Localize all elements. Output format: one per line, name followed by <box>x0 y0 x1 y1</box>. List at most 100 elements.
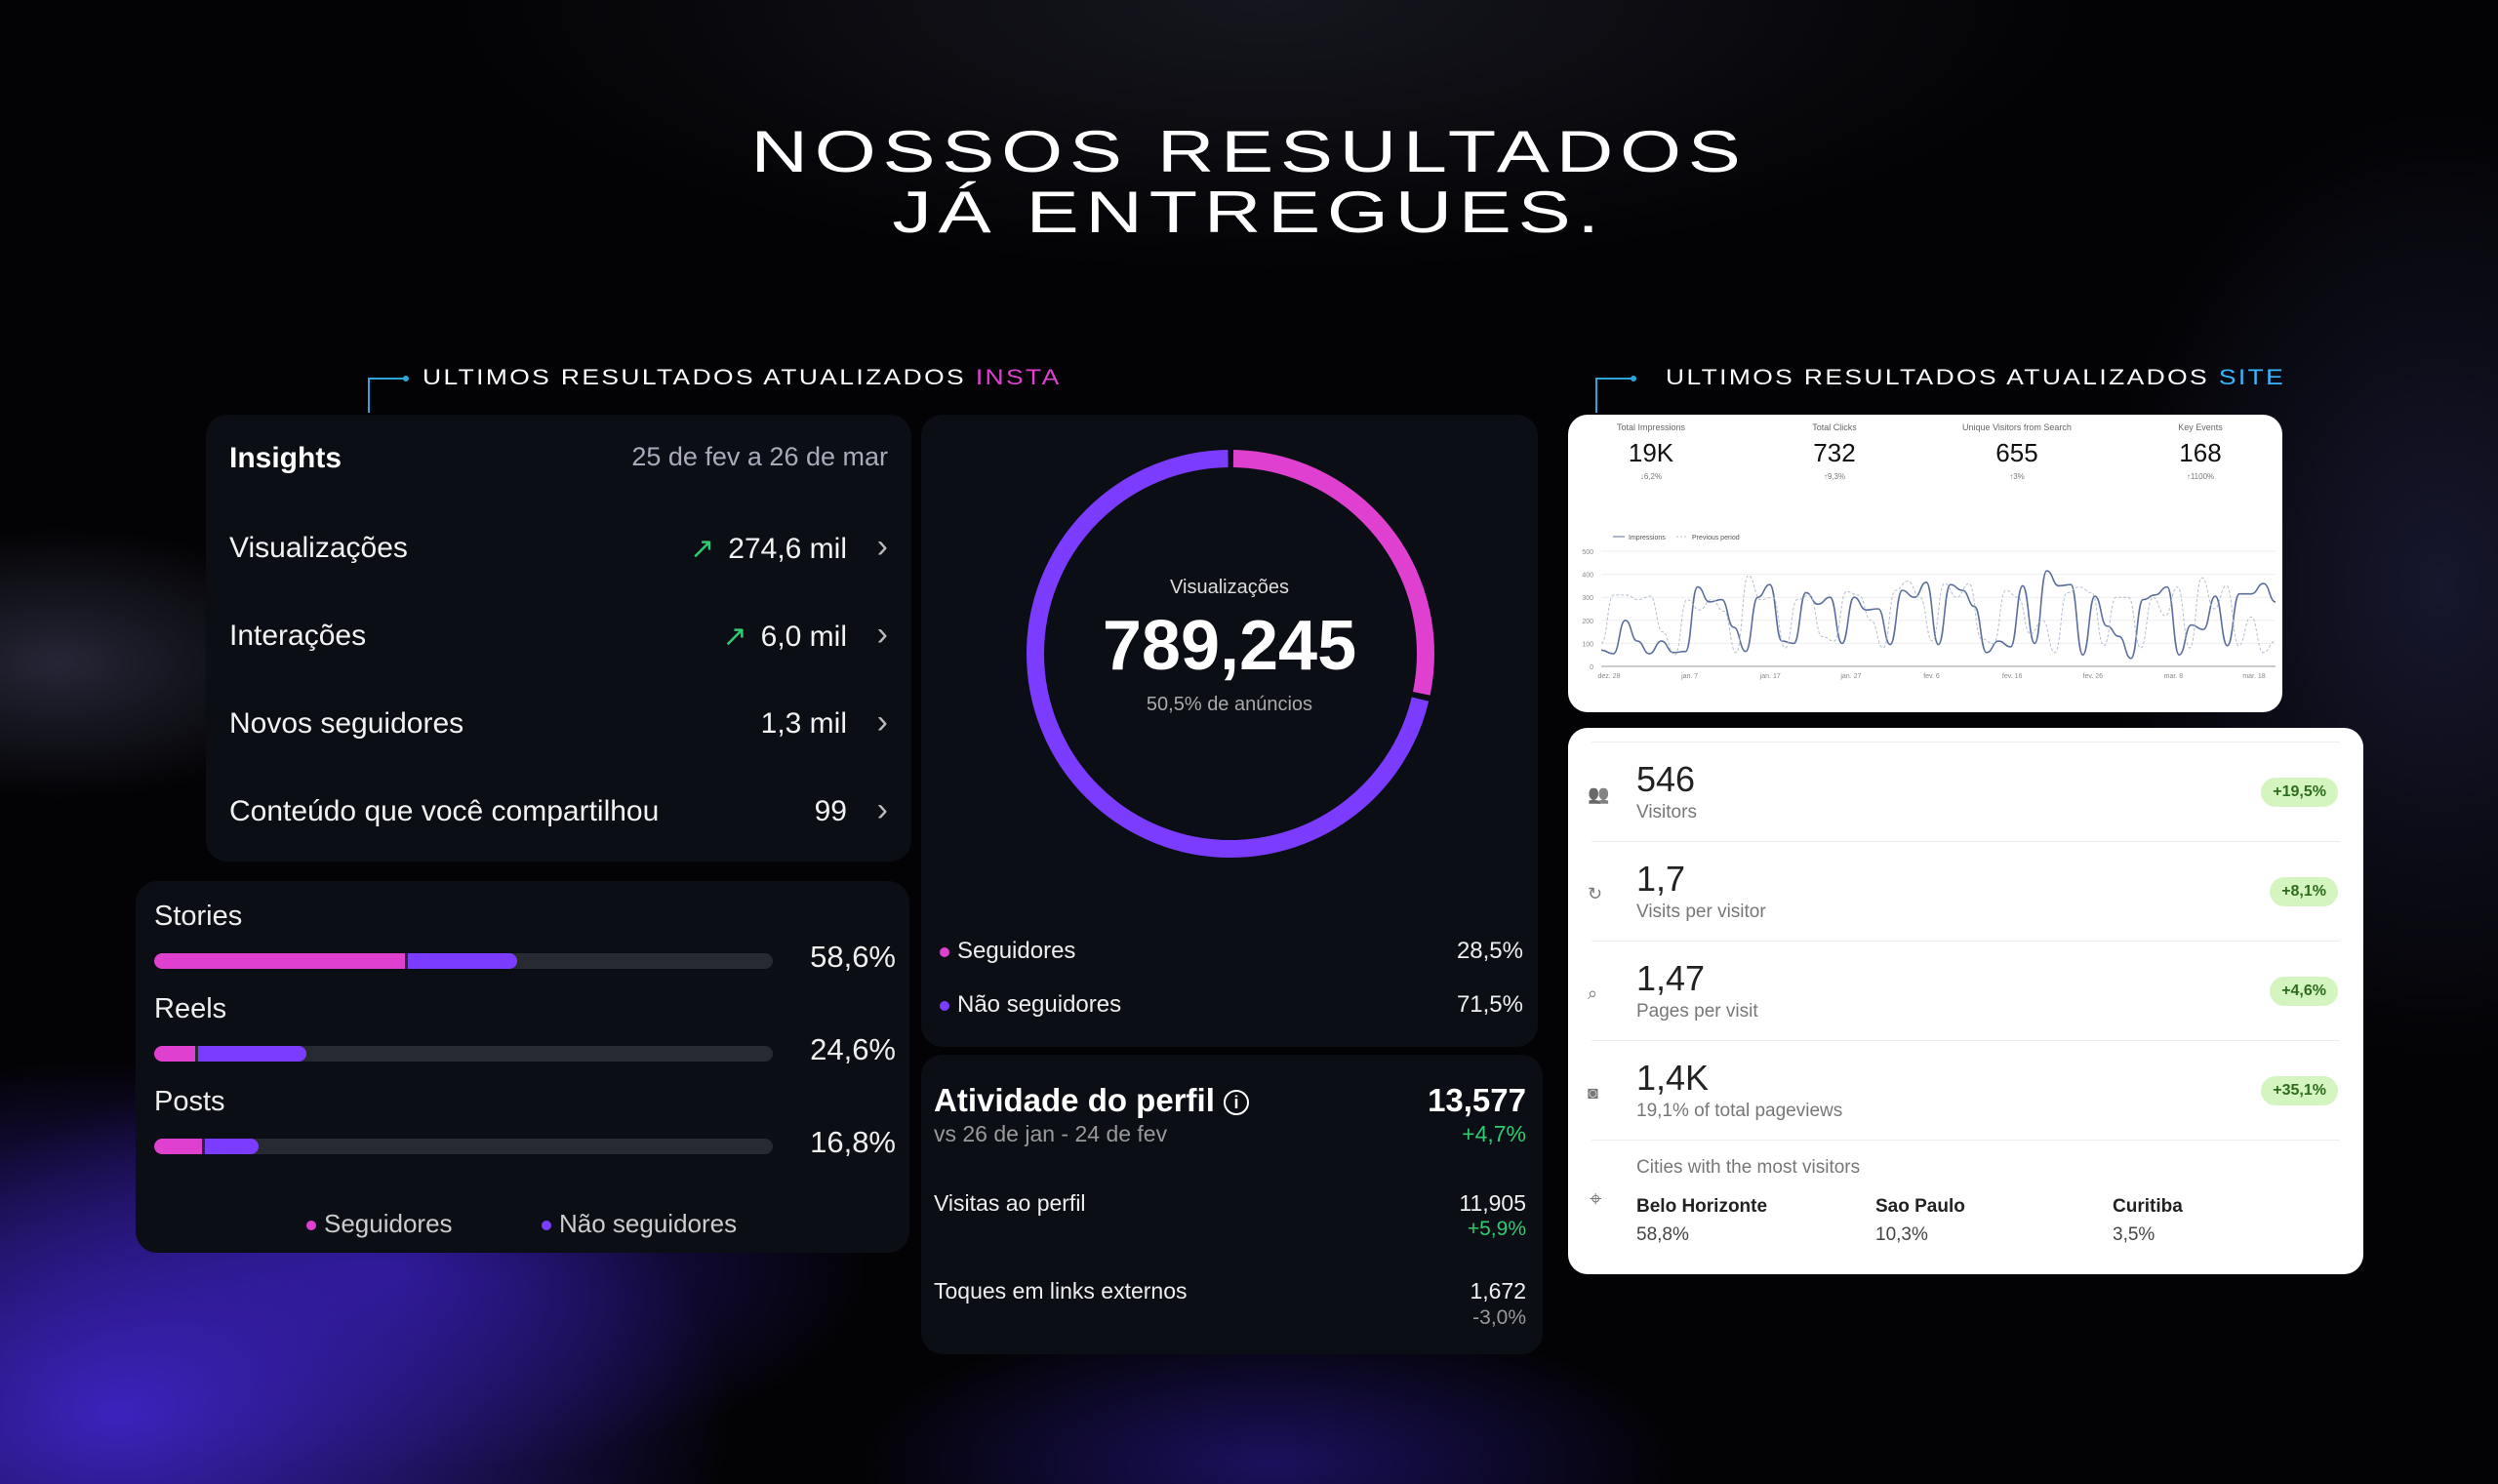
legend-non-followers: Não seguidores <box>940 991 1121 1019</box>
profile-visits-label: Visitas ao perfil <box>934 1190 1086 1216</box>
bar-followers <box>154 1046 196 1062</box>
change-badge: +35,1% <box>2261 1076 2338 1105</box>
chevron-right-icon[interactable]: › <box>876 616 888 653</box>
pageview-icon: ◙ <box>1588 1083 1598 1103</box>
users-icon: 👥 <box>1588 784 1610 804</box>
bar-non-followers <box>198 1046 306 1062</box>
bar-non-followers <box>204 1139 259 1154</box>
divider <box>1591 1040 2340 1041</box>
site-metrics-panel: 👥 546 Visitors +19,5% ↻ 1,7 Visits per visitor… <box>1568 728 2363 1274</box>
y-tick-label: 300 <box>1582 595 1593 602</box>
site-metric-label: Pages per visit <box>1636 1001 1758 1022</box>
metric-value: 732 <box>1813 438 1856 467</box>
metric-label: Total Impressions <box>1616 422 1686 432</box>
x-tick-label: dez. 28 <box>1598 673 1621 680</box>
site-metric-value: 1,47 <box>1636 958 1706 998</box>
insight-value: ↗ 274,6 mil <box>690 532 847 566</box>
chevron-right-icon[interactable]: › <box>876 791 888 828</box>
label-text: ULTIMOS RESULTADOS ATUALIZADOS <box>1666 365 2210 389</box>
change-badge: +19,5% <box>2261 778 2338 807</box>
activity-change: +4,7% <box>1462 1121 1526 1146</box>
city-share: 58,8% <box>1636 1224 1689 1245</box>
content-type-value: 16,8% <box>810 1125 896 1159</box>
y-tick-label: 500 <box>1582 549 1593 556</box>
label-highlight: INSTA <box>975 365 1062 389</box>
bar-followers <box>154 953 405 969</box>
bracket-connector <box>1595 376 1636 413</box>
search-metric: Total Impressions 19K ↓6,2% <box>1568 422 1749 481</box>
search-metric: Unique Visitors from Search 655 ↑3% <box>1919 422 2115 481</box>
insights-date-range[interactable]: 25 de fev a 26 de mar <box>631 442 888 471</box>
legend-label: Não seguidores <box>957 991 1122 1018</box>
legend-non-followers-value: 71,5% <box>1456 991 1523 1018</box>
search-console-panel: Total Impressions 19K ↓6,2% Total Clicks 732… <box>1568 415 2282 712</box>
series-line-impressions <box>1600 570 2276 660</box>
impressions-line-chart: 0 100 200 300 400 500 dez. 28 jan. 7 jan. 17 jan.… <box>1582 535 2276 680</box>
insight-label: Conteúdo que você compartilhou <box>229 795 660 827</box>
metric-value: 655 <box>1995 438 2038 467</box>
metric-value: 168 <box>2179 438 2222 467</box>
metric-label: Total Clicks <box>1812 422 1857 432</box>
bar-followers <box>154 1139 202 1154</box>
content-type-bar <box>154 1139 773 1154</box>
profile-visits-change: +5,9% <box>1467 1218 1526 1240</box>
purple-dot <box>542 1221 551 1231</box>
series-line-previous-period <box>1600 575 2276 656</box>
info-icon[interactable]: i <box>1224 1090 1250 1116</box>
views-donut-panel: Visualizações 789,245 50,5% de anúncios … <box>921 415 1538 1047</box>
profile-visits-value: 11,905 <box>1459 1190 1526 1216</box>
value-text: 6,0 mil <box>760 621 847 653</box>
bracket-connector <box>368 376 409 413</box>
city-name: Belo Horizonte <box>1636 1196 1768 1217</box>
page-search-icon: ⌕ <box>1588 983 1598 1003</box>
y-tick-label: 400 <box>1582 573 1593 580</box>
cities-title: Cities with the most visitors <box>1636 1157 1861 1178</box>
insight-row[interactable]: Novos seguidores 1,3 mil › <box>206 700 911 758</box>
city-share: 3,5% <box>2113 1224 2156 1245</box>
divider <box>1591 941 2340 942</box>
value-text: 1,3 mil <box>760 707 847 740</box>
legend-label: Impressions <box>1629 535 1666 541</box>
site-metric-label: Visitors <box>1636 802 1697 822</box>
chevron-right-icon[interactable]: › <box>876 703 888 741</box>
y-tick-label: 200 <box>1582 619 1593 625</box>
legend-followers: Seguidores <box>940 938 1075 965</box>
y-tick-label: 0 <box>1590 664 1593 671</box>
x-tick-label: mar. 18 <box>2242 673 2265 680</box>
donut-sub: 50,5% de anúncios <box>1146 694 1313 715</box>
search-metric: Key Events 168 ↑1100% <box>2103 422 2282 481</box>
label-highlight: SITE <box>2218 365 2286 389</box>
site-metric-label: 19,1% of total pageviews <box>1636 1101 1843 1121</box>
content-type-label: Stories <box>154 901 243 932</box>
city-name: Sao Paulo <box>1875 1196 1965 1217</box>
content-type-value: 58,6% <box>810 940 896 974</box>
x-tick-label: mar. 8 <box>2164 673 2184 680</box>
metric-change: ↓6,2% <box>1639 472 1663 481</box>
search-metric: Total Clicks 732 ↑9,3% <box>1737 422 1932 481</box>
insights-title: Insights <box>229 442 342 474</box>
profile-activity-panel: Atividade do perfil i 13,577 vs 26 de ja… <box>921 1055 1543 1354</box>
x-tick-label: jan. 17 <box>1759 673 1781 680</box>
x-tick-label: fev. 16 <box>2002 673 2023 680</box>
headline-line2: JÁ ENTREGUES. <box>892 180 1606 245</box>
content-type-panel: Stories 58,6% Reels 24,6% Posts 16,8% Seguido… <box>136 881 909 1253</box>
legend-label: Previous period <box>1692 535 1740 541</box>
title-text: Atividade do perfil <box>934 1082 1215 1118</box>
insight-row[interactable]: Visualizações ↗ 274,6 mil › <box>206 524 911 582</box>
external-links-value: 1,672 <box>1470 1278 1526 1304</box>
metric-label: Unique Visitors from Search <box>1962 422 2072 432</box>
purple-dot <box>940 1000 949 1011</box>
insight-row[interactable]: Interações ↗ 6,0 mil › <box>206 612 911 670</box>
change-badge: +8,1% <box>2270 877 2338 906</box>
content-type-value: 24,6% <box>810 1032 896 1066</box>
insta-section-label: ULTIMOS RESULTADOS ATUALIZADOS INSTA <box>423 365 1062 390</box>
chevron-right-icon[interactable]: › <box>876 528 888 565</box>
location-pin-icon: ⌖ <box>1590 1186 1602 1211</box>
content-type-label: Posts <box>154 1086 225 1117</box>
label-text: ULTIMOS RESULTADOS ATUALIZADOS <box>423 365 967 389</box>
insight-row[interactable]: Conteúdo que você compartilhou 99 › <box>206 787 911 846</box>
site-metric-value: 546 <box>1636 759 1696 799</box>
trend-up-icon: ↗ <box>690 533 715 565</box>
metric-change: ↑3% <box>2009 472 2025 481</box>
insight-label: Novos seguidores <box>229 707 464 740</box>
